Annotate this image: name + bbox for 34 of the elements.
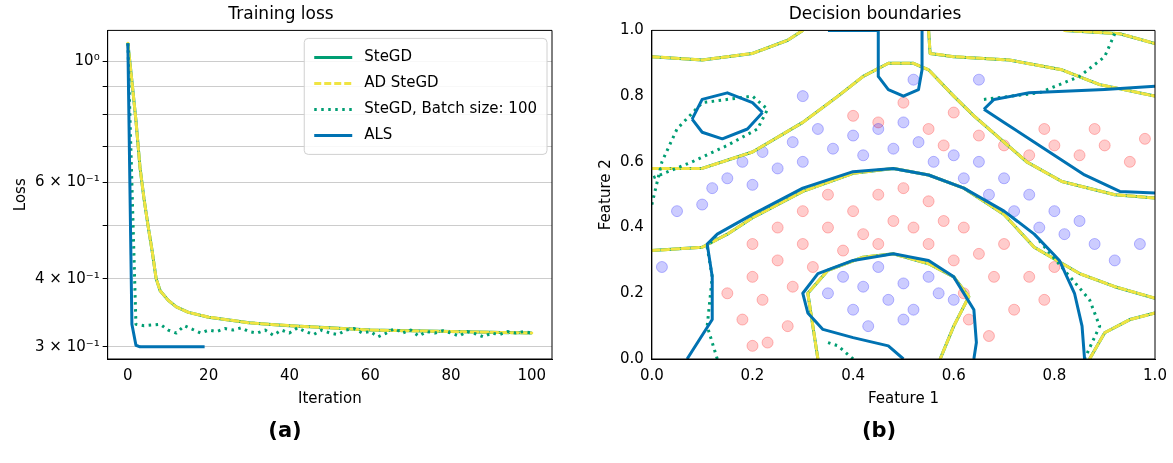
y-tick-label: 3 × 10⁻¹ bbox=[34, 336, 100, 355]
y-tick-label: 10⁰ bbox=[74, 51, 100, 70]
legend-label: SteGD bbox=[364, 47, 413, 66]
chart-title: Training loss bbox=[227, 2, 334, 23]
x-tick-label: 0.2 bbox=[740, 365, 765, 384]
x-tick-label: 0.6 bbox=[941, 365, 966, 384]
x-tick-label: 40 bbox=[279, 365, 299, 384]
x-tick-label: 0.8 bbox=[1042, 365, 1067, 384]
legend-label: SteGD, Batch size: 100 bbox=[364, 99, 537, 118]
x-tick-label: 1.0 bbox=[1143, 365, 1167, 384]
text: (b) bbox=[860, 418, 898, 442]
x-tick-label: 0.4 bbox=[841, 365, 866, 384]
y-tick-label: 1.0 bbox=[620, 20, 644, 39]
y-axis-title: Feature 2 bbox=[595, 159, 614, 231]
legend-label: AD SteGD bbox=[364, 73, 439, 92]
x-tick-label: 60 bbox=[360, 365, 380, 384]
x-axis-title: Feature 1 bbox=[867, 388, 939, 407]
x-axis-title: Iteration bbox=[298, 388, 362, 407]
text: (a) bbox=[267, 418, 303, 442]
legend-label: ALS bbox=[364, 125, 393, 144]
x-tick-label: 0 bbox=[123, 365, 133, 384]
x-tick-label: 100 bbox=[517, 365, 547, 384]
chart-title: Decision boundaries bbox=[788, 2, 962, 23]
y-tick-label: 6 × 10⁻¹ bbox=[34, 172, 100, 191]
x-tick-label: 0.0 bbox=[639, 365, 664, 384]
x-tick-label: 80 bbox=[441, 365, 461, 384]
y-tick-label: 0.4 bbox=[620, 217, 644, 236]
y-tick-label: 0.2 bbox=[620, 283, 644, 302]
y-tick-label: 0.0 bbox=[620, 348, 644, 367]
y-tick-label: 4 × 10⁻¹ bbox=[34, 268, 100, 287]
x-tick-label: 20 bbox=[199, 365, 219, 384]
y-tick-label: 0.8 bbox=[620, 86, 644, 105]
y-axis-title: Loss bbox=[10, 178, 29, 212]
y-tick-label: 0.6 bbox=[620, 151, 644, 170]
